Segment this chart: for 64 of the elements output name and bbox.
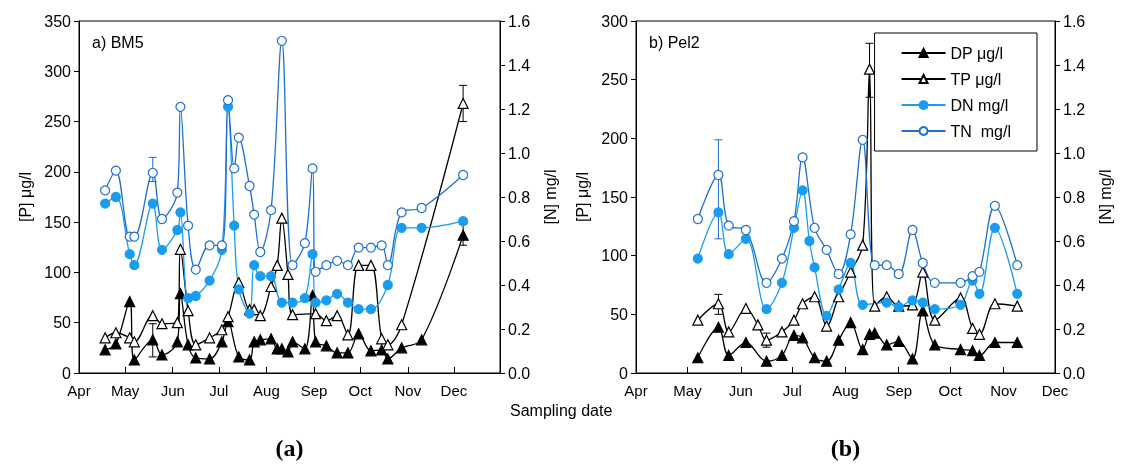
y-tick-label: 200 <box>601 129 629 147</box>
x-tick-label: Jun <box>160 382 185 399</box>
x-tick-label: May <box>673 382 703 399</box>
x-tick-label: Oct <box>938 382 963 399</box>
y-tick-label: 350 <box>44 12 72 30</box>
y2-tick-label: 0.2 <box>1063 320 1086 338</box>
x-tick-label: Jul <box>209 382 229 399</box>
y2-tick-label: 1.2 <box>508 100 531 118</box>
x-tick-label: Sep <box>300 382 328 399</box>
y2-tick-label: 0.6 <box>508 232 531 250</box>
y-tick-label: 300 <box>44 62 72 80</box>
x-tick-label: Dec <box>440 382 468 399</box>
y-tick-label: 50 <box>53 314 72 332</box>
y2-tick-label: 0.4 <box>508 276 531 294</box>
y2-tick-label: 0.0 <box>508 364 531 382</box>
y2-tick-label: 1.0 <box>1063 144 1086 162</box>
y2-tick-label: 0.6 <box>1063 232 1086 250</box>
y2-tick-label: 0.4 <box>1063 276 1086 294</box>
y-tick-label: 250 <box>601 71 629 89</box>
y2-axis-title: [N] mg/l <box>541 169 559 225</box>
y2-tick-label: 0.2 <box>508 320 531 338</box>
y-axis-title: [P] μg/l <box>16 171 34 223</box>
x-tick-label: Nov <box>990 382 1018 399</box>
text: b) Pel2 <box>649 33 700 51</box>
x-tick-label: Dec <box>1041 382 1069 399</box>
x-tick-label: Oct <box>348 382 373 399</box>
y2-tick-label: 1.4 <box>508 56 531 74</box>
x-tick-label: Sep <box>885 382 913 399</box>
x-tick-label: Jul <box>782 382 802 399</box>
y-axis-title: [P] μg/l <box>573 171 591 223</box>
y2-tick-label: 1.0 <box>508 144 531 162</box>
y-tick-label: 0 <box>619 364 629 382</box>
y-tick-label: 150 <box>44 213 72 231</box>
y2-tick-label: 1.2 <box>1063 100 1086 118</box>
text: (b) <box>830 435 861 461</box>
x-tick-label: May <box>110 382 140 399</box>
y2-tick-label: 1.4 <box>1063 56 1086 74</box>
y-tick-label: 100 <box>601 247 629 265</box>
x-axis-title: Sampling date <box>510 401 613 419</box>
y-tick-label: 50 <box>610 305 629 323</box>
x-tick-label: Apr <box>624 382 648 399</box>
y2-tick-label: 0.8 <box>508 188 531 206</box>
y-tick-label: 150 <box>601 188 629 206</box>
legend-label: DN mg/l <box>950 96 1009 114</box>
y-tick-label: 100 <box>44 263 72 281</box>
text: a) BM5 <box>92 33 144 51</box>
y-tick-label: 300 <box>601 12 629 30</box>
y-tick-label: 250 <box>44 113 72 131</box>
text: (a) <box>275 435 304 461</box>
legend-label: TP μg/l <box>950 70 1002 88</box>
x-tick-label: Jun <box>728 382 753 399</box>
x-tick-label: Aug <box>253 382 280 399</box>
y-tick-label: 200 <box>44 163 72 181</box>
y2-tick-label: 1.6 <box>1063 12 1086 30</box>
y2-axis-title: [N] mg/l <box>1096 169 1114 225</box>
y-tick-label: 0 <box>62 364 72 382</box>
legend-label: DP μg/l <box>950 44 1004 62</box>
x-tick-label: Nov <box>394 382 422 399</box>
legend-label: TN mg/l <box>950 122 1012 140</box>
x-tick-label: Aug <box>832 382 859 399</box>
y2-tick-label: 0.0 <box>1063 364 1086 382</box>
x-tick-label: Apr <box>67 382 91 399</box>
y2-tick-label: 1.6 <box>508 12 531 30</box>
y2-tick-label: 0.8 <box>1063 188 1086 206</box>
